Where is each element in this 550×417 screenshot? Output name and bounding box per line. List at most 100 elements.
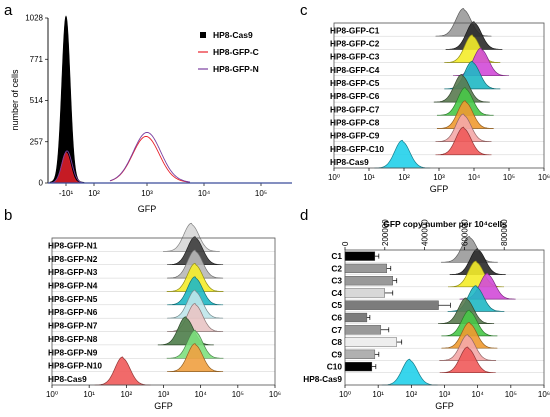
x-tick-label: 10¹: [372, 390, 384, 399]
x-tick-label: 10⁴: [194, 390, 207, 399]
d-bar-c8: [344, 337, 397, 347]
row-label: HP8-GFP-C10: [330, 144, 384, 154]
panel-c-label: c: [300, 2, 308, 19]
hist-hp8-gfp-c6: [433, 73, 490, 103]
hist-hp8-cas9: [381, 358, 438, 386]
panel-b-label: b: [4, 207, 12, 224]
hist-hp8-gfp-c8: [436, 100, 494, 129]
a-y-tick-label: 1028: [25, 14, 43, 23]
x-tick-label: 10⁶: [538, 173, 550, 182]
row-label: HP8-GFP-C5: [330, 78, 380, 88]
a-series-gfp-n-line-high: [109, 131, 191, 183]
row-label: HP8-GFP-N5: [48, 294, 98, 304]
hist-hp8-gfp-n10: [167, 343, 224, 372]
d-title: GFP copy number per 10⁴cells: [383, 219, 507, 229]
a-y-tick-label: 771: [30, 55, 44, 64]
hist-hp8-gfp-c4: [453, 47, 509, 77]
x-tick-label: 10²: [398, 173, 410, 182]
row-label: HP8-GFP-C2: [330, 38, 380, 48]
d-bar-c10: [344, 361, 373, 372]
x-tick-label: 10⁵: [232, 390, 244, 399]
d-category-label: HP8-Cas9: [303, 374, 342, 384]
hist-c2: [449, 248, 506, 275]
row-label: HP8-GFP-C3: [330, 52, 380, 62]
x-tick-label: 10¹: [363, 173, 375, 182]
hist-hp8-gfp-n8: [157, 316, 214, 346]
row-label: HP8-GFP-C1: [330, 25, 380, 35]
x-tick-label: 10⁰: [339, 390, 351, 399]
hist-c6: [438, 297, 495, 324]
x-tick-label: 10²: [121, 390, 133, 399]
d-category-label: C7: [331, 325, 342, 335]
hist-hp8-gfp-n1: [163, 222, 220, 252]
row-label: HP8-GFP-N7: [48, 321, 98, 331]
d-bar-tick-label: 800000: [500, 219, 509, 246]
hist-hp8-gfp-c1: [435, 8, 492, 37]
panel-c-histogram-stack: HP8-GFP-C1 HP8-GFP-C2 HP8-GFP-C3 HP8-GFP-C4…: [328, 8, 550, 194]
hist-c10: [439, 346, 496, 374]
hist-hp8-cas9: [374, 139, 431, 169]
x-tick-label: 10⁶: [269, 390, 281, 399]
panel-d-bar-and-histogram: 10⁰ 10¹ 10² 10³ 10⁴ 10⁵ 10⁶ GFP GFP copy number …: [303, 219, 550, 411]
a-legend-label: HP8-GFP-N: [213, 64, 259, 74]
d-bar-tick-label: 0: [341, 241, 350, 246]
row-label: HP8-Cas9: [48, 374, 87, 384]
x-tick-label: 10⁰: [328, 173, 340, 182]
row-label: HP8-GFP-N4: [48, 281, 98, 291]
d-bar-c3: [344, 276, 393, 286]
x-tick-label: 10³: [433, 173, 445, 182]
row-label: HP8-GFP-C7: [330, 104, 380, 114]
hist-hp8-gfp-n7: [167, 303, 224, 332]
a-y-tick-label: 257: [30, 137, 44, 146]
d-category-label: C3: [331, 276, 342, 286]
row-label: HP8-GFP-C8: [330, 118, 380, 128]
d-category-label: C5: [331, 300, 342, 310]
d-bar-c5: [344, 300, 439, 310]
hist-c5: [447, 285, 505, 312]
a-x-tick-label: 10⁵: [255, 189, 267, 198]
a-y-tick-label: 514: [30, 96, 44, 105]
panel-b-histogram-stack: HP8-GFP-N1 HP8-GFP-N2 HP8-GFP-N3 HP8-GFP-N4…: [46, 222, 281, 411]
hist-hp8-gfp-c3: [444, 34, 501, 63]
d-category-label: C1: [331, 251, 342, 261]
row-label: HP8-GFP-C6: [330, 91, 380, 101]
x-tick-label: 10²: [406, 390, 418, 399]
row-label: HP8-GFP-C4: [330, 65, 380, 75]
x-tick-label: 10³: [158, 390, 170, 399]
panel-a-histogram: 0 257 514 771 1028 -10¹ 10² 10³ 10⁴ 10⁵ GFP number …: [10, 14, 292, 214]
a-x-axis-label: GFP: [138, 204, 157, 214]
d-bar-c6: [344, 312, 368, 323]
d-bar-tick-label: 200000: [381, 219, 390, 246]
a-y-axis-label: number of cells: [10, 69, 20, 131]
a-series-gfp-n-line-low: [50, 150, 84, 184]
x-tick-label: 10⁵: [505, 390, 517, 399]
x-tick-label: 10¹: [83, 390, 95, 399]
hist-c8: [441, 322, 498, 349]
x-tick-label: 10⁶: [538, 390, 550, 399]
hist-hp8-gfp-c10: [435, 126, 492, 156]
a-x-tick-label: 10²: [88, 189, 100, 198]
row-label: HP8-GFP-N2: [48, 254, 98, 264]
d-bar-c2: [344, 263, 387, 274]
d-category-label: C9: [331, 349, 342, 359]
a-legend-label: HP8-GFP-C: [213, 47, 259, 57]
d-category-label: C10: [327, 362, 343, 372]
row-label: HP8-GFP-N9: [48, 347, 98, 357]
x-tick-label: 10⁴: [468, 173, 481, 182]
x-axis-label: GFP: [154, 401, 173, 411]
x-axis-label: GFP: [435, 401, 454, 411]
d-bar-c9: [344, 349, 376, 359]
a-x-tick-label: -10¹: [59, 189, 74, 198]
panel-a-label: a: [4, 2, 13, 19]
hist-hp8-cas9: [94, 356, 151, 386]
d-category-label: C2: [331, 263, 342, 273]
row-label: HP8-GFP-N6: [48, 307, 98, 317]
x-tick-label: 10³: [439, 390, 451, 399]
a-x-tick-label: 10³: [141, 189, 153, 198]
hist-hp8-gfp-c2: [445, 21, 503, 50]
row-label: HP8-GFP-N3: [48, 267, 98, 277]
d-bar-c1: [344, 251, 376, 261]
a-legend-label: HP8-Cas9: [213, 30, 253, 40]
row-label: HP8-GFP-C9: [330, 131, 380, 141]
